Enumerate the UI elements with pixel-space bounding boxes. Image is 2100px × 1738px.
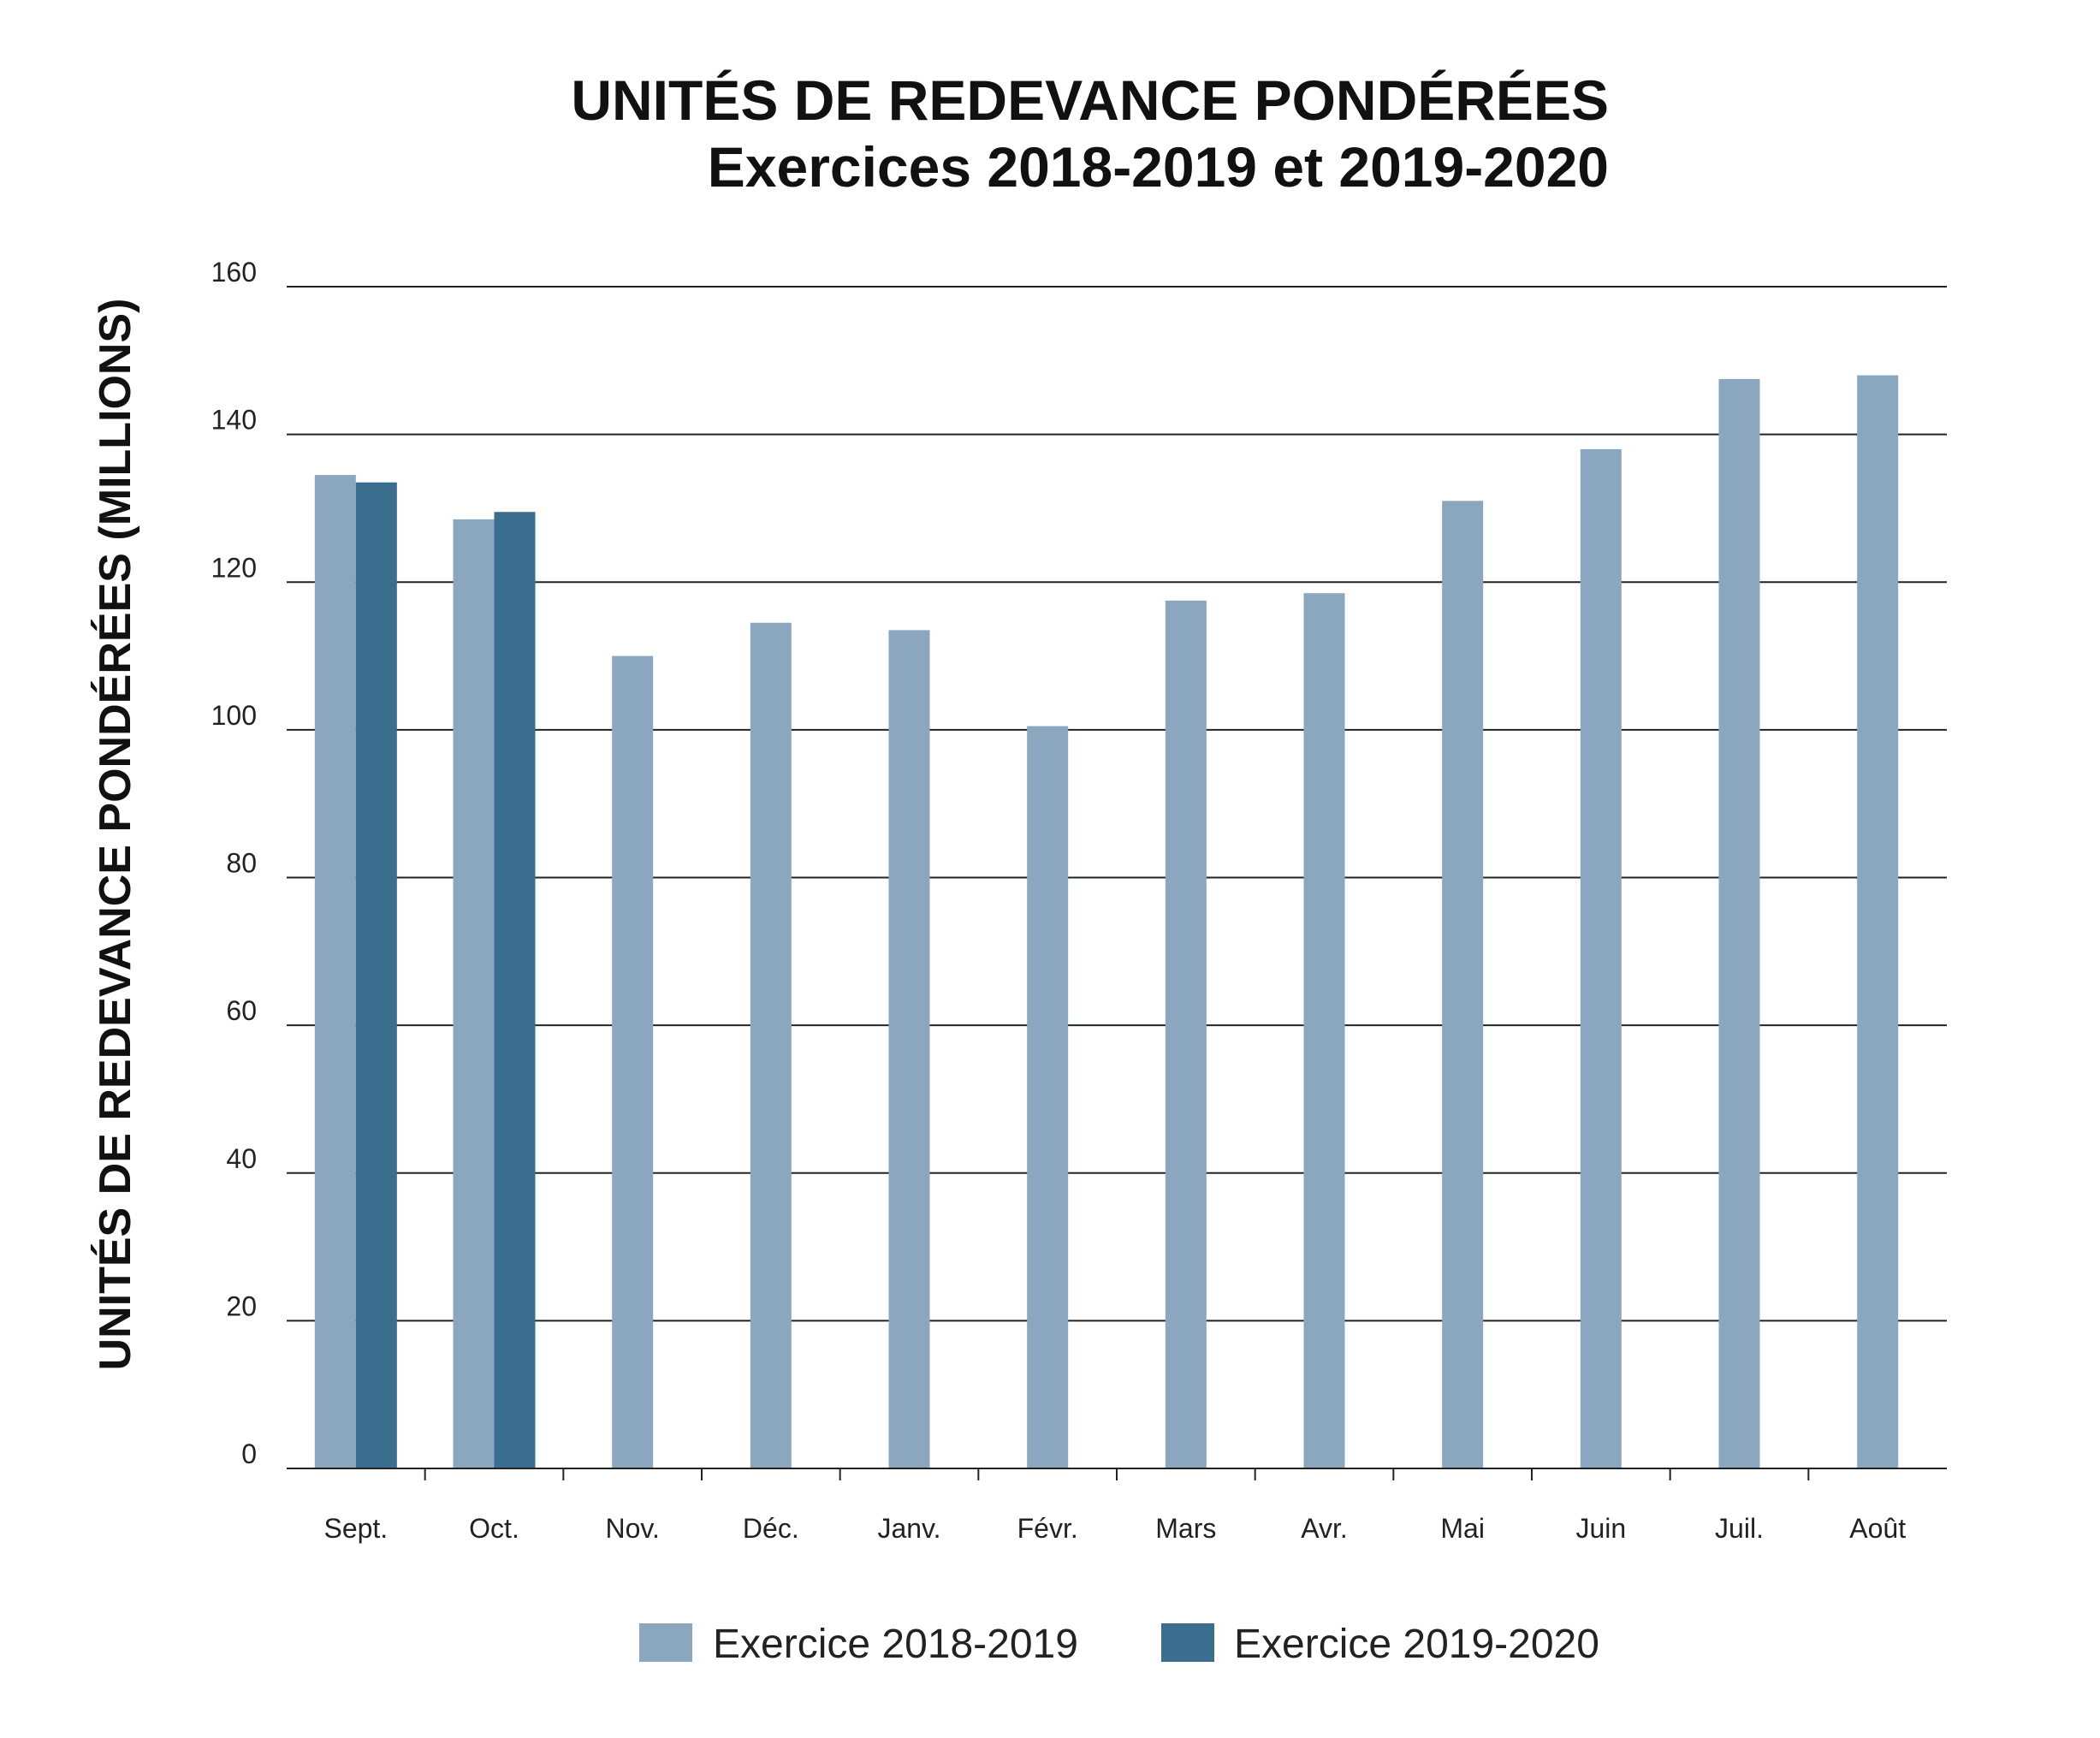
bar-exercice-2018-2019 <box>750 622 792 1468</box>
x-tick-labels: Sept. Oct. Nov. Déc. Janv. Févr. Mars Avr. Mai Ju… <box>287 1468 1947 1544</box>
y-tick-label: 80 <box>226 848 257 879</box>
x-tick-label: Janv. <box>877 1513 940 1544</box>
x-tick-label: Déc. <box>743 1513 799 1544</box>
bar-exercice-2019-2020 <box>355 482 397 1468</box>
bar-exercice-2018-2019 <box>1303 593 1345 1468</box>
x-tick-label: Avr. <box>1301 1513 1348 1544</box>
y-tick-label: 0 <box>241 1438 257 1469</box>
y-tick-label: 160 <box>211 257 257 288</box>
y-tick-label: 20 <box>226 1290 257 1321</box>
x-tick-label: Févr. <box>1017 1513 1078 1544</box>
gridlines <box>287 286 1947 1480</box>
bar-exercice-2018-2019 <box>1580 448 1622 1469</box>
x-tick-label: Sept. <box>323 1513 388 1544</box>
x-tick-label: Mars <box>1155 1513 1216 1544</box>
bar-exercice-2018-2019 <box>1718 378 1760 1468</box>
chart-subtitle: Exercices 2018-2019 et 2019-2020 <box>708 135 1609 199</box>
y-tick-label: 40 <box>226 1143 257 1174</box>
bars <box>314 375 1899 1469</box>
bar-exercice-2018-2019 <box>453 519 495 1468</box>
y-tick-label: 140 <box>211 405 257 436</box>
x-tick-label: Nov. <box>605 1513 659 1544</box>
y-tick-label: 120 <box>211 552 257 583</box>
y-tick-labels: 0 20 40 60 80 100 120 140 160 <box>211 257 257 1469</box>
y-tick-label: 60 <box>226 995 257 1026</box>
chart-title: UNITÉS DE REDEVANCE PONDÉRÉES <box>571 68 1609 132</box>
bar-exercice-2018-2019 <box>888 630 930 1468</box>
y-tick-label: 100 <box>211 700 257 731</box>
bar-exercice-2018-2019 <box>314 475 356 1468</box>
x-tick-label: Juin <box>1575 1513 1626 1544</box>
bar-exercice-2018-2019 <box>1027 726 1069 1468</box>
x-tick-label: Juil. <box>1715 1513 1764 1544</box>
x-tick-label: Oct. <box>469 1513 519 1544</box>
bar-exercice-2018-2019 <box>1165 600 1207 1468</box>
legend: Exercice 2018-2019 Exercice 2019-2020 <box>639 1622 1599 1667</box>
legend-label: Exercice 2018-2019 <box>713 1622 1078 1667</box>
bar-exercice-2018-2019 <box>612 655 654 1468</box>
legend-swatch <box>639 1623 692 1662</box>
bar-exercice-2019-2020 <box>494 512 536 1468</box>
bar-exercice-2018-2019 <box>1442 501 1484 1468</box>
legend-swatch <box>1161 1623 1214 1662</box>
y-axis-label: UNITÉS DE REDEVANCE PONDÉRÉES (MILLIONS) <box>91 299 140 1371</box>
legend-label: Exercice 2019-2020 <box>1234 1622 1599 1667</box>
x-tick-label: Août <box>1849 1513 1906 1544</box>
x-tick-label: Mai <box>1440 1513 1485 1544</box>
bar-exercice-2018-2019 <box>1857 375 1899 1469</box>
